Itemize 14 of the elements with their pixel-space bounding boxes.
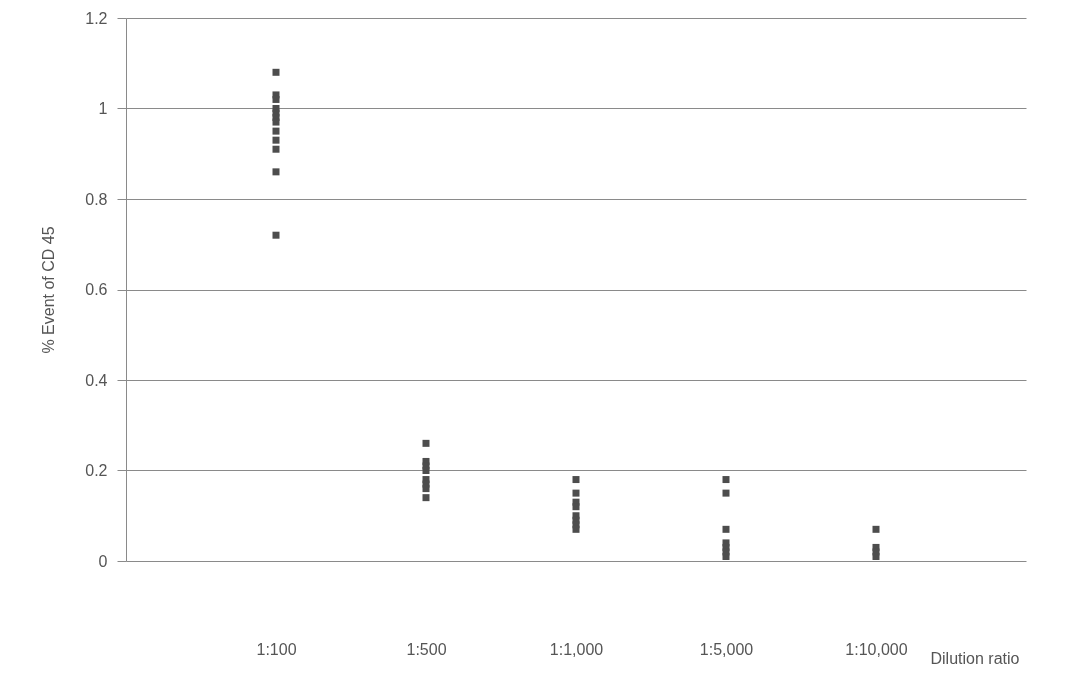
- y-tick-label: 0.2: [85, 462, 108, 479]
- y-tick-label: 0.6: [85, 281, 108, 298]
- y-tick-label: 1: [98, 100, 108, 117]
- y-axis-title: % Event of CD 45: [40, 226, 58, 354]
- x-axis-title: Dilution ratio: [930, 649, 1020, 667]
- y-tick-label: 0.4: [85, 371, 108, 389]
- x-tick-label: 1:10,000: [845, 640, 908, 658]
- x-tick-label: 1:500: [406, 640, 447, 658]
- y-tick-label: 0: [98, 552, 108, 570]
- x-tick-label: 1:5,000: [699, 640, 754, 658]
- y-tick-label: 1.2: [85, 9, 108, 27]
- y-tick-label: 0.8: [85, 190, 108, 208]
- x-tick-label: 1:1,000: [549, 640, 604, 658]
- x-tick-label: 1:100: [256, 640, 297, 658]
